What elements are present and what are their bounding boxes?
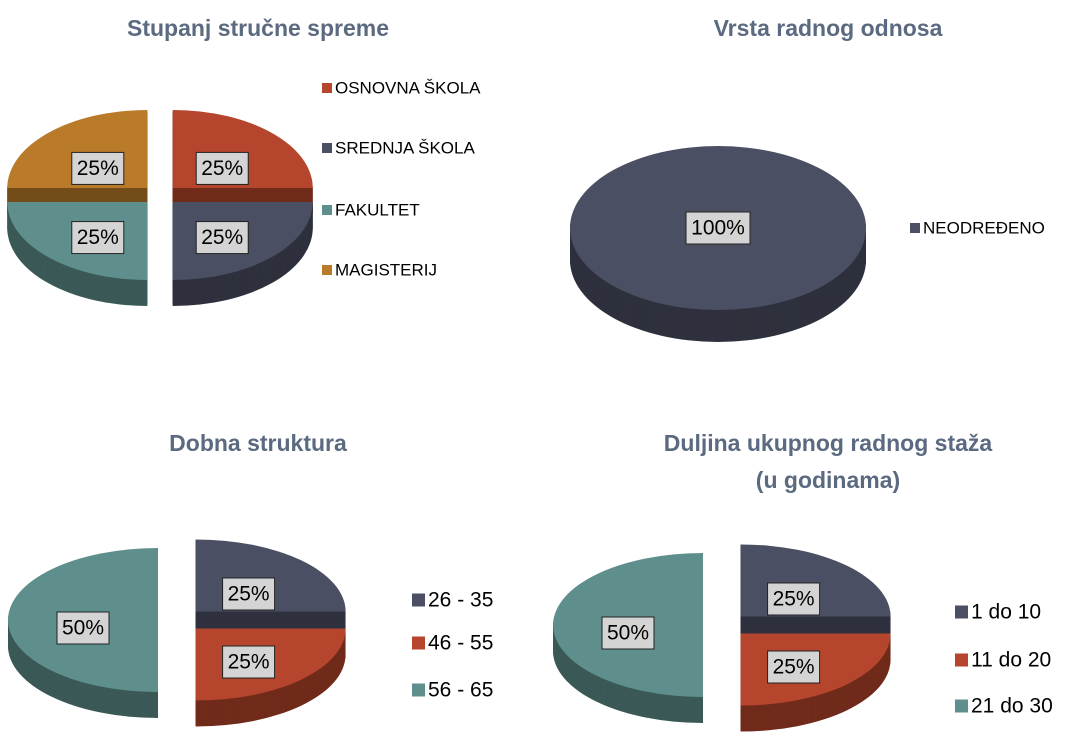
data-label-box [56, 611, 110, 645]
legend-label: FAKULTET [335, 200, 420, 219]
pie-chart: Vrsta radnog odnosa 100% NEODREĐENO [570, 15, 1045, 342]
pie-chart: Dobna struktura 25% 50% 25% 26 - 35 46 - 55 56… [8, 430, 493, 727]
legend-swatch [412, 683, 425, 697]
legend-label: SREDNJA ŠKOLA [335, 138, 475, 157]
data-label: 25% [77, 157, 119, 180]
legend-label: 21 do 30 [971, 695, 1053, 718]
data-label: 25% [77, 226, 119, 249]
legend-label: 11 do 20 [971, 649, 1051, 672]
data-label-box [222, 645, 276, 679]
data-label: 25% [228, 583, 270, 606]
pie-chart: Duljina ukupnog radnog staža (u godinama)… [553, 430, 1053, 732]
legend-label: 1 do 10 [971, 601, 1041, 624]
chart-title: (u godinama) [756, 467, 900, 493]
data-label-box [767, 582, 821, 616]
data-label: 25% [773, 656, 815, 679]
data-label-box [195, 221, 249, 255]
data-label-box [685, 211, 751, 245]
chart-title: Vrsta radnog odnosa [714, 15, 943, 41]
legend-label: 26 - 35 [428, 589, 493, 612]
legend-swatch [322, 205, 332, 215]
pie-slice [8, 548, 159, 718]
legend-label: 56 - 65 [428, 679, 493, 702]
legend-label: 46 - 55 [428, 632, 493, 655]
data-label-box [195, 151, 249, 185]
data-label-box [222, 577, 276, 611]
legend-swatch [412, 593, 425, 607]
data-label: 50% [62, 617, 104, 640]
data-label: 25% [201, 226, 243, 249]
legend-swatch [910, 223, 920, 233]
data-label: 25% [773, 588, 815, 611]
pie-chart: Stupanj stručne spreme 25% 25% 25% 25% OSNOVN… [7, 15, 481, 307]
chart-title: Stupanj stručne spreme [127, 15, 389, 41]
data-label: 25% [201, 157, 243, 180]
legend-swatch [955, 605, 968, 619]
legend-label: NEODREĐENO [923, 218, 1045, 237]
legend-swatch [322, 265, 332, 275]
legend-swatch [322, 143, 332, 153]
legend-swatch [955, 653, 968, 667]
legend-label: MAGISTERIJ [335, 260, 437, 279]
data-label: 25% [228, 651, 270, 674]
data-label-box [601, 616, 655, 650]
data-label-box [71, 151, 125, 185]
legend-swatch [322, 83, 332, 93]
legend-swatch [412, 636, 425, 650]
chart-title: Duljina ukupnog radnog staža [664, 430, 993, 456]
data-label-box [767, 650, 821, 684]
legend-label: OSNOVNA ŠKOLA [335, 78, 481, 97]
legend-swatch [955, 699, 968, 713]
chart-title: Dobna struktura [169, 430, 347, 456]
data-label: 50% [607, 622, 649, 645]
data-label-box [71, 221, 125, 255]
data-label: 100% [691, 217, 745, 240]
